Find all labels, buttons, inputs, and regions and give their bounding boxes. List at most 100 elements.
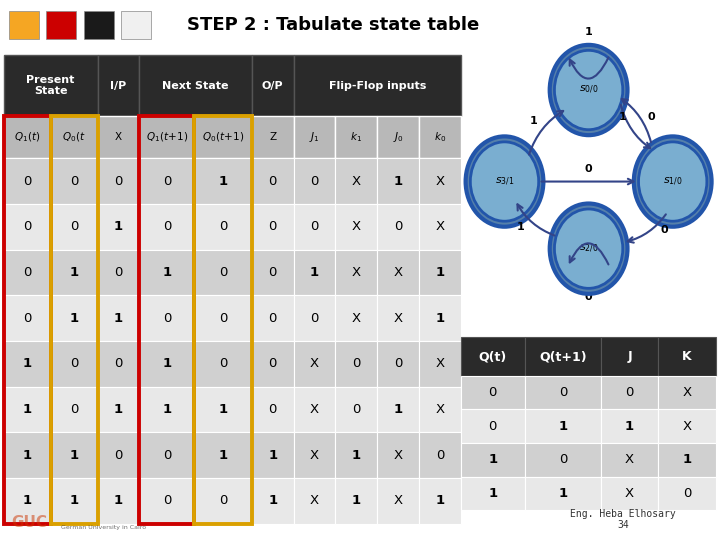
Bar [98,295,140,341]
Bar [419,478,461,524]
Circle shape [554,209,623,288]
Bar [294,158,336,204]
Text: 0: 0 [269,403,277,416]
Bar [336,158,377,204]
Text: $J_0$: $J_0$ [392,130,403,144]
Bar [194,387,252,433]
Text: 0: 0 [269,174,277,187]
Text: 0: 0 [269,312,277,325]
Bar [252,204,294,249]
Text: 0: 0 [114,449,122,462]
Text: 0: 0 [352,357,361,370]
Text: 1: 1 [22,495,32,508]
Text: J: J [627,350,632,363]
Text: 0: 0 [23,174,31,187]
Text: 1: 1 [70,449,78,462]
Bar [419,387,461,433]
Bar [252,478,294,524]
Bar [140,158,194,204]
Text: 1: 1 [22,403,32,416]
Bar [140,387,194,433]
Bar [525,409,601,443]
Bar [377,249,419,295]
Circle shape [554,50,623,130]
Text: I/P: I/P [110,80,127,91]
Text: GUC: GUC [11,515,47,530]
Text: 1: 1 [436,266,444,279]
Bar [377,478,419,524]
Bar [50,341,98,387]
Bar [140,116,194,158]
Text: 1: 1 [22,449,32,462]
Text: 0: 0 [70,403,78,416]
Bar [252,387,294,433]
Bar [98,387,140,433]
Text: K: K [682,350,692,363]
Text: Present
State: Present State [27,75,75,96]
Bar [657,409,716,443]
Text: 1: 1 [488,487,498,500]
Text: 0: 0 [114,357,122,370]
Text: 1: 1 [70,266,78,279]
Bar [252,116,294,158]
Bar [419,341,461,387]
Bar [194,341,252,387]
Text: X: X [352,174,361,187]
Bar [140,295,194,341]
Bar [4,433,50,478]
Bar [525,477,601,510]
Bar [525,375,601,409]
Bar [294,295,336,341]
Bar [4,116,50,158]
Bar [657,477,716,510]
Text: 1: 1 [70,312,78,325]
Bar [601,477,657,510]
Text: 0: 0 [269,266,277,279]
Text: X: X [352,266,361,279]
Text: X: X [436,174,444,187]
Bar [336,478,377,524]
Bar [50,116,98,524]
Text: 1: 1 [488,453,498,466]
Text: German University in Cairo: German University in Cairo [61,525,146,530]
Bar [461,409,525,443]
Text: O/P: O/P [262,80,284,91]
Text: X: X [436,357,444,370]
Bar [377,387,419,433]
Text: X: X [394,312,402,325]
Bar [140,433,194,478]
Bar [461,443,525,477]
Text: 0: 0 [269,357,277,370]
Text: $Q_0(t$: $Q_0(t$ [63,130,86,144]
Bar [294,116,336,158]
Bar [4,478,50,524]
Text: 1: 1 [22,357,32,370]
Bar [601,443,657,477]
Text: 1: 1 [218,403,228,416]
Bar [419,295,461,341]
Text: 0: 0 [559,453,567,466]
Text: 1: 1 [625,420,634,433]
Text: 0: 0 [70,357,78,370]
Text: Q(t+1): Q(t+1) [539,350,587,363]
Text: 1: 1 [585,27,593,37]
Bar [194,204,252,249]
Bar [377,295,419,341]
Text: 1: 1 [352,495,361,508]
Bar [461,375,525,409]
Text: X: X [310,403,319,416]
Text: X: X [683,386,692,399]
Bar [50,249,98,295]
Bar [50,116,98,158]
Bar [294,433,336,478]
Text: 1: 1 [114,403,123,416]
Bar [194,116,252,158]
Text: 0: 0 [163,495,171,508]
Bar [294,55,461,116]
Bar [419,433,461,478]
Text: 1: 1 [683,453,692,466]
Bar [98,116,140,158]
Text: 0: 0 [394,357,402,370]
Bar [336,204,377,249]
Circle shape [549,45,628,135]
